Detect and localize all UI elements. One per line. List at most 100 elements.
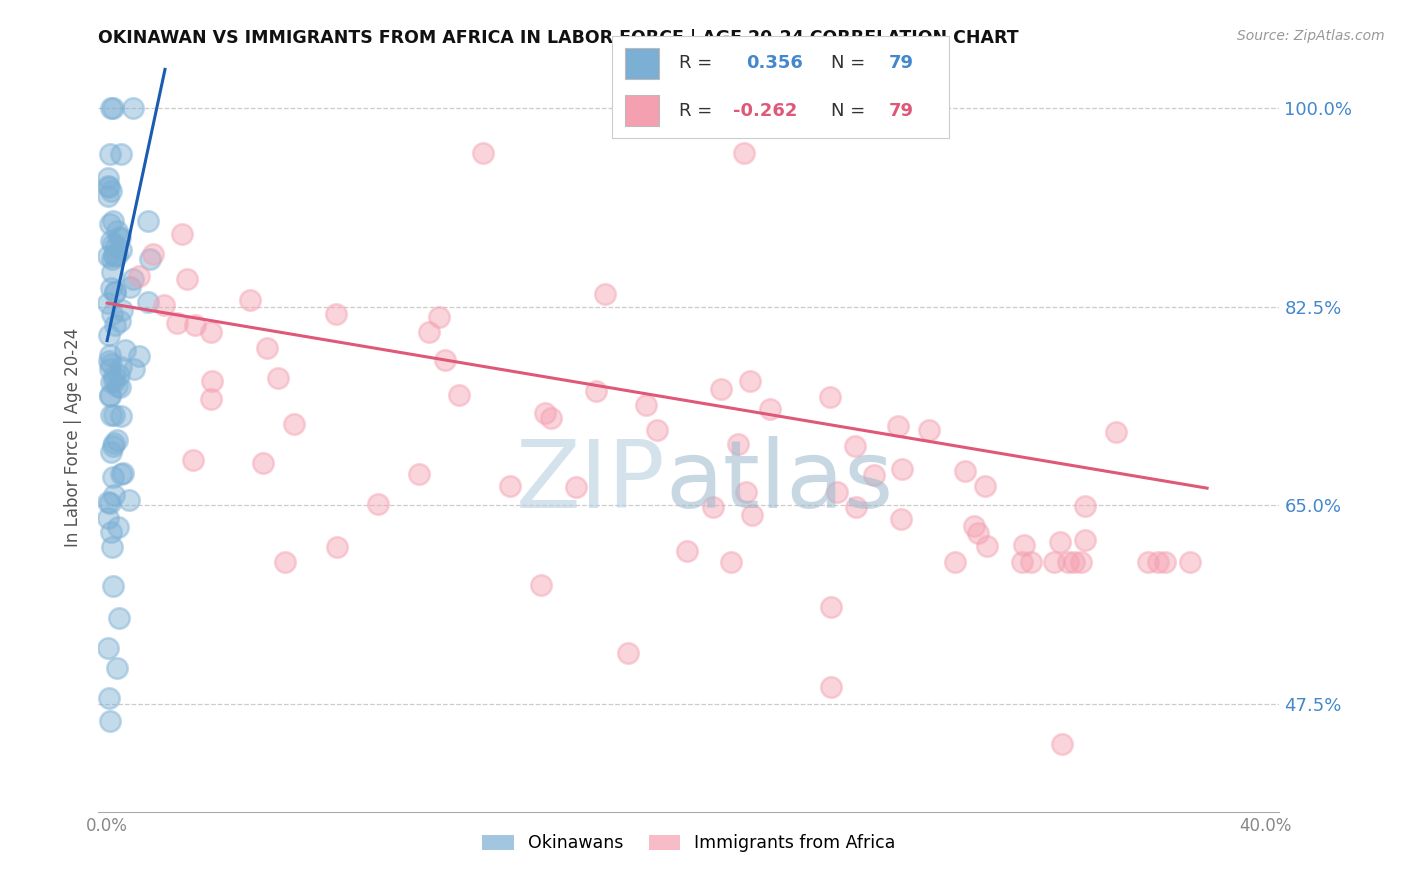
Point bbox=[1019, 555, 1042, 569]
Point bbox=[1052, 737, 1074, 751]
Point bbox=[530, 577, 553, 591]
Point bbox=[1012, 538, 1035, 552]
Point bbox=[142, 247, 165, 261]
Point bbox=[97, 691, 120, 706]
Text: 0.356: 0.356 bbox=[747, 54, 803, 72]
Point bbox=[111, 467, 134, 481]
Point bbox=[110, 359, 132, 374]
Point bbox=[740, 374, 762, 388]
Point bbox=[108, 229, 131, 244]
Y-axis label: In Labor Force | Age 20-24: In Labor Force | Age 20-24 bbox=[65, 327, 83, 547]
FancyBboxPatch shape bbox=[626, 48, 659, 78]
Point bbox=[98, 496, 121, 510]
Point bbox=[128, 349, 150, 363]
Point bbox=[918, 423, 941, 437]
Point bbox=[617, 646, 640, 660]
Point bbox=[820, 600, 842, 615]
Text: OKINAWAN VS IMMIGRANTS FROM AFRICA IN LABOR FORCE | AGE 20-24 CORRELATION CHART: OKINAWAN VS IMMIGRANTS FROM AFRICA IN LA… bbox=[98, 29, 1019, 47]
Point bbox=[97, 296, 120, 310]
Point bbox=[1105, 425, 1128, 440]
Point bbox=[862, 467, 884, 482]
Point bbox=[110, 467, 132, 481]
Point bbox=[636, 398, 658, 412]
Point bbox=[98, 180, 121, 194]
Point bbox=[100, 281, 122, 295]
Point bbox=[176, 272, 198, 286]
Point bbox=[1074, 499, 1097, 513]
Point bbox=[101, 236, 124, 251]
Point bbox=[107, 248, 129, 262]
Point bbox=[166, 316, 188, 330]
FancyBboxPatch shape bbox=[626, 95, 659, 126]
Text: Source: ZipAtlas.com: Source: ZipAtlas.com bbox=[1237, 29, 1385, 43]
Point bbox=[702, 500, 724, 514]
Point bbox=[136, 214, 159, 228]
Point bbox=[825, 485, 848, 500]
Point bbox=[98, 362, 121, 376]
Point bbox=[735, 484, 758, 499]
Point bbox=[974, 479, 997, 493]
Point bbox=[101, 252, 124, 267]
Point bbox=[97, 249, 120, 263]
Point bbox=[283, 417, 305, 431]
Point bbox=[1146, 555, 1168, 569]
Point bbox=[98, 389, 121, 403]
Point bbox=[256, 342, 278, 356]
Point bbox=[427, 310, 450, 324]
Point bbox=[122, 101, 145, 115]
Point bbox=[759, 402, 782, 417]
Point bbox=[1011, 555, 1033, 569]
Point bbox=[97, 171, 120, 186]
Point bbox=[104, 285, 127, 299]
Point bbox=[105, 238, 128, 252]
Point bbox=[105, 224, 128, 238]
Point bbox=[887, 418, 910, 433]
Point bbox=[534, 406, 557, 420]
Text: atlas: atlas bbox=[665, 436, 894, 528]
Point bbox=[418, 325, 440, 339]
Point bbox=[274, 555, 297, 569]
Point bbox=[118, 492, 141, 507]
Point bbox=[122, 271, 145, 285]
Text: N =: N = bbox=[831, 102, 865, 120]
Point bbox=[101, 469, 124, 483]
Point bbox=[1153, 555, 1175, 569]
Point bbox=[201, 374, 224, 388]
Point bbox=[105, 379, 128, 393]
Point bbox=[709, 383, 731, 397]
Point bbox=[100, 357, 122, 371]
Point bbox=[104, 285, 127, 299]
Point bbox=[108, 611, 131, 625]
Point bbox=[100, 525, 122, 540]
Point bbox=[105, 660, 128, 674]
Point bbox=[101, 214, 124, 228]
Point bbox=[111, 302, 134, 317]
Point bbox=[101, 307, 124, 321]
Point bbox=[1057, 555, 1080, 569]
Point bbox=[110, 147, 132, 161]
Point bbox=[675, 544, 697, 558]
Point bbox=[170, 227, 193, 241]
Point bbox=[103, 488, 125, 502]
Point bbox=[98, 354, 121, 368]
Point bbox=[103, 436, 125, 450]
Point bbox=[433, 352, 456, 367]
Point bbox=[966, 526, 988, 541]
Point bbox=[97, 189, 120, 203]
Point bbox=[103, 408, 125, 422]
Point bbox=[585, 384, 607, 398]
Point bbox=[97, 494, 120, 508]
Point bbox=[1070, 555, 1092, 569]
Point bbox=[408, 467, 430, 481]
Point bbox=[110, 244, 132, 258]
Point bbox=[98, 147, 121, 161]
Point bbox=[1042, 555, 1064, 569]
Point bbox=[267, 371, 290, 385]
Point bbox=[741, 508, 763, 522]
Point bbox=[1137, 555, 1160, 569]
Point bbox=[890, 512, 912, 526]
Point bbox=[100, 265, 122, 279]
Point bbox=[105, 434, 128, 448]
Point bbox=[499, 478, 522, 492]
Point bbox=[100, 234, 122, 248]
